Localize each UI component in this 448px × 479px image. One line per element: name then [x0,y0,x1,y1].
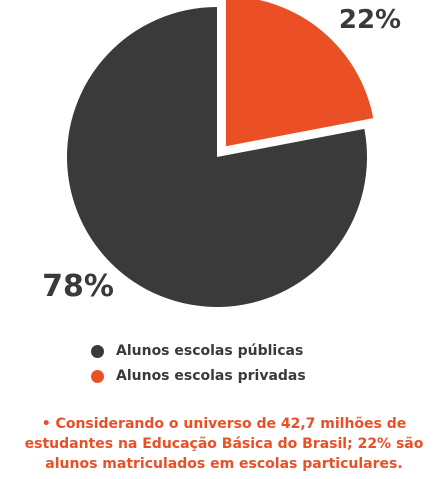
legend-swatch-private [91,369,104,383]
legend-label-private: Alunos escolas privadas [116,368,306,384]
pie-label-private: 22% [339,5,401,35]
pie-label-public: 78% [42,269,114,304]
footnote-bullet: • [41,416,51,432]
footnote-text: Considerando o universo de 42,7 milhões … [24,416,424,472]
pie-slice-private [225,0,374,147]
pie-chart: 78% 22% [42,0,401,307]
legend-item-private: Alunos escolas privadas [91,364,306,388]
legend-label-public: Alunos escolas públicas [116,343,304,359]
legend-item-public: Alunos escolas públicas [91,339,306,363]
legend-swatch-public [91,344,104,358]
footnote: • Considerando o universo de 42,7 milhõe… [14,414,434,474]
chart-legend: Alunos escolas públicas Alunos escolas p… [91,339,306,389]
pie-slice-public [66,7,367,307]
